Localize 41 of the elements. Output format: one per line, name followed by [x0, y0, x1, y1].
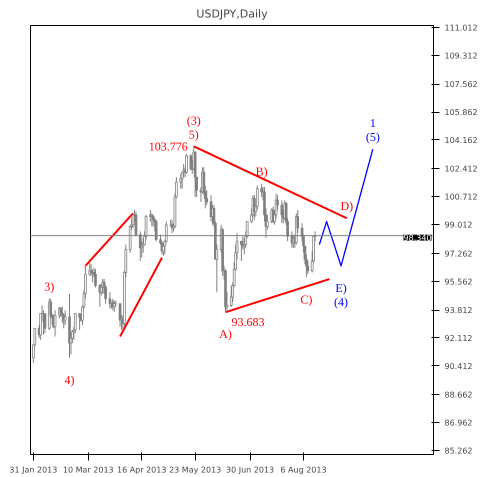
annotation: 5): [188, 127, 199, 142]
annotation: 103.776: [148, 139, 188, 154]
annotation: 3): [44, 280, 54, 294]
y-tick-label: 105.862: [444, 108, 478, 118]
y-tick-label: 88.662: [444, 390, 472, 400]
x-tick-label: 10 Mar 2013: [62, 466, 114, 474]
annotation: 93.683: [232, 315, 264, 330]
annotation: (5): [366, 130, 380, 144]
chart-title: USDJPY,Daily: [196, 8, 268, 20]
y-tick-label: 95.562: [444, 277, 472, 286]
y-tick-label: 109.312: [444, 51, 478, 60]
annotation: 4): [64, 372, 74, 387]
y-tick-label: 102.412: [444, 164, 478, 174]
annotation: B): [256, 164, 268, 179]
y-tick-label: 111.012: [444, 23, 478, 32]
x-tick-label: 16 Apr 2013: [116, 466, 166, 474]
y-tick-label: 100.712: [444, 192, 478, 202]
y-tick-label: 97.262: [444, 249, 472, 258]
annotation: (4): [334, 294, 348, 309]
annotation: C): [300, 292, 312, 306]
x-tick-label: 30 Jun 2013: [226, 466, 274, 474]
y-tick-label: 92.112: [444, 334, 472, 343]
x-tick-label: 6 Aug 2013: [280, 466, 327, 474]
annotation: A): [219, 327, 232, 342]
candlestick: [280, 200, 284, 224]
annotation: 1: [370, 116, 376, 130]
y-tick-label: 90.412: [444, 362, 472, 371]
x-tick-label: 23 May 2013: [169, 466, 222, 474]
ref-line-label: 98.340: [404, 234, 432, 243]
line-series: [318, 148, 374, 267]
y-tick-label: 86.962: [444, 418, 472, 428]
y-tick-label: 107.562: [444, 80, 478, 90]
annotation: D): [340, 199, 354, 214]
y-tick-label: 104.162: [444, 136, 478, 145]
candlestick: [179, 173, 182, 190]
x-tick-label: 31 Jan 2013: [9, 466, 58, 474]
annotation: E): [335, 280, 347, 295]
y-tick-label: 85.262: [444, 446, 472, 456]
annotation: (3): [186, 113, 201, 128]
y-tick-label: 99.012: [444, 220, 472, 230]
y-tick-label: 93.812: [444, 306, 472, 316]
